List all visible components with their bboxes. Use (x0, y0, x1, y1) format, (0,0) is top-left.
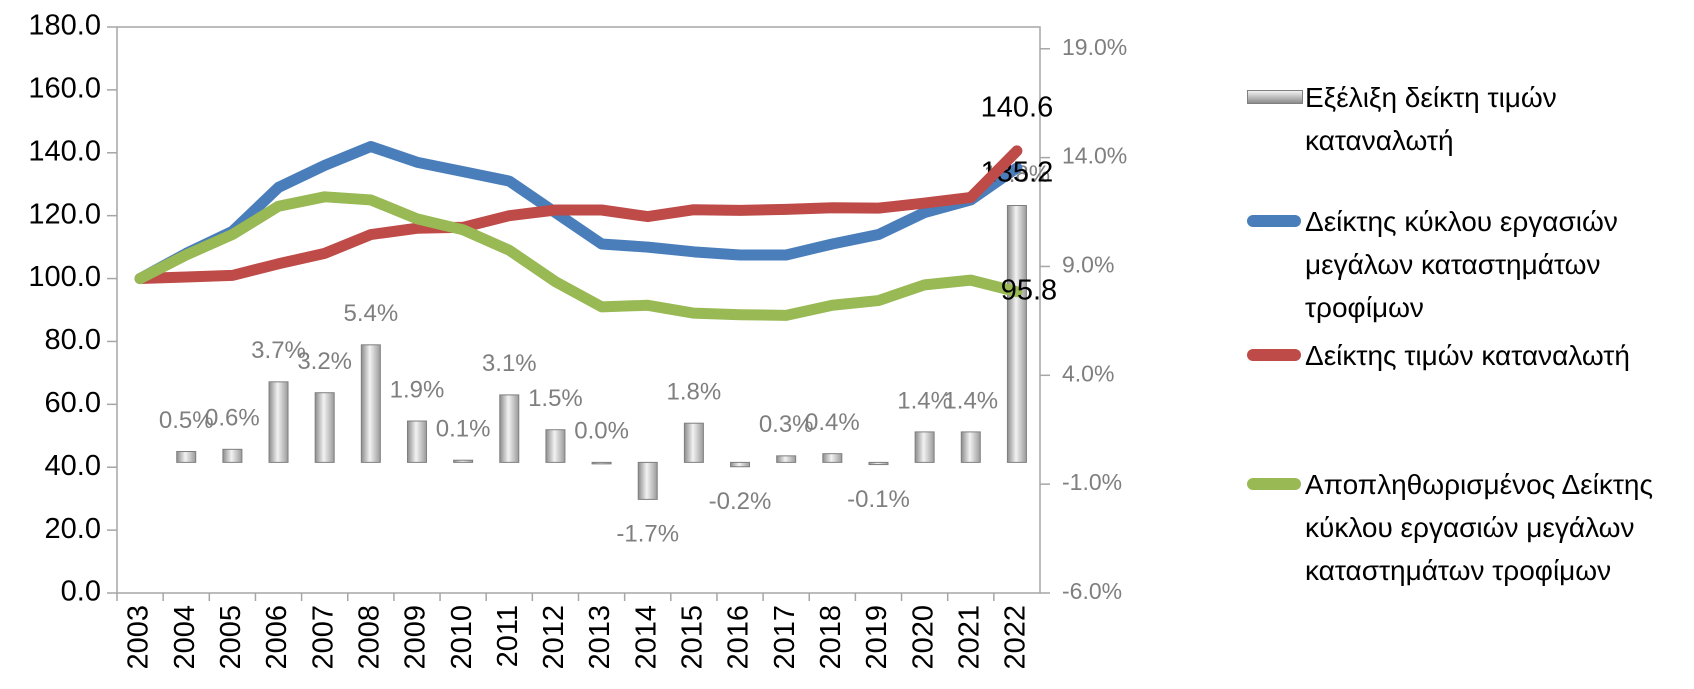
x-tick-label: 2017 (769, 605, 801, 670)
x-tick-label: 2021 (953, 605, 985, 670)
y-tick-label: 0.0 (61, 576, 101, 608)
bar (406, 420, 427, 463)
legend-swatch (1247, 478, 1301, 490)
bar (499, 394, 520, 463)
y-tick-label: 100.0 (28, 261, 101, 293)
legend-label: Εξέλιξη δείκτη τιμών καταναλωτή (1305, 82, 1557, 156)
line (134, 140, 1023, 285)
legend-label: Αποπληθωρισμένος Δείκτης κύκλου εργασιών… (1305, 469, 1653, 586)
legend-swatch (1247, 215, 1301, 227)
y-tick-label: 60.0 (45, 387, 101, 419)
x-tick-label: 2009 (400, 605, 432, 670)
bar-label: 1.4% (943, 387, 998, 414)
x-tick-label: 2003 (123, 605, 155, 670)
x-tick-label: 2015 (677, 605, 709, 670)
legend-label: Δείκτης κύκλου εργασιών μεγάλων καταστημ… (1305, 206, 1618, 323)
bar-label: 5.4% (343, 300, 398, 327)
legend-entry: Δείκτης τιμών καταναλωτή (1247, 334, 1685, 377)
y-tick-label: 140.0 (28, 135, 101, 167)
x-tick-label: 2005 (215, 605, 247, 670)
y-tick-label: 40.0 (45, 450, 101, 482)
bar-label: 0.3% (759, 411, 814, 438)
bar-label: 3.2% (297, 348, 352, 375)
bar-label: -1.7% (616, 521, 679, 548)
bar (960, 431, 981, 463)
bar (637, 461, 658, 500)
bar-label: 1.8% (667, 379, 722, 406)
x-tick-label: 2014 (630, 605, 662, 670)
y-tick-label: 80.0 (45, 324, 101, 356)
legend-swatch (1247, 349, 1301, 361)
x-tick-label: 2019 (861, 605, 893, 670)
bar (683, 422, 704, 463)
y-tick-label: 20.0 (45, 513, 101, 545)
bar (268, 381, 289, 463)
y-tick-label: 160.0 (28, 73, 101, 105)
bar-label: 0.0% (574, 418, 629, 445)
bar (776, 455, 797, 463)
legend-entry: Δείκτης κύκλου εργασιών μεγάλων καταστημ… (1247, 200, 1645, 329)
bar-label: 1.9% (390, 376, 445, 403)
x-tick-label: 2022 (1000, 605, 1032, 670)
line (134, 191, 1023, 321)
y2-tick-label: 14.0% (1062, 143, 1127, 169)
y-tick-label: 180.0 (28, 10, 101, 42)
x-tick-label: 2010 (446, 605, 478, 670)
y2-tick-label: -1.0% (1062, 469, 1122, 495)
x-tick-label: 2016 (723, 605, 755, 670)
bar (822, 453, 843, 463)
y2-tick-label: -6.0% (1062, 578, 1122, 604)
bar (591, 461, 612, 465)
y2-tick-label: 4.0% (1062, 360, 1114, 386)
x-tick-label: 2007 (307, 605, 339, 670)
bar-label: 3.1% (482, 350, 537, 377)
x-tick-label: 2018 (815, 605, 847, 670)
bar (176, 451, 197, 463)
bar (868, 461, 889, 466)
bar-label: -0.1% (847, 486, 910, 513)
y2-tick-label: 19.0% (1062, 34, 1127, 60)
bar (360, 344, 381, 463)
end-label: 140.6 (981, 92, 1054, 124)
bar-label: 1.4% (897, 387, 952, 414)
x-tick-label: 2013 (584, 605, 616, 670)
x-tick-label: 2008 (353, 605, 385, 670)
bar-label: 3.7% (251, 337, 306, 364)
bar (914, 431, 935, 463)
line (134, 145, 1023, 285)
bar-label: 0.4% (805, 409, 860, 436)
y-tick-label: 120.0 (28, 198, 101, 230)
bar-label: 1.5% (528, 385, 583, 412)
bar (453, 459, 474, 463)
bar (314, 392, 335, 463)
bar-label: 0.1% (436, 416, 491, 443)
bar (1006, 205, 1027, 463)
x-tick-label: 2011 (492, 605, 524, 667)
legend-entry: Αποπληθωρισμένος Δείκτης κύκλου εργασιών… (1247, 463, 1694, 592)
x-tick-label: 2012 (538, 605, 570, 670)
bar (222, 448, 243, 463)
x-tick-label: 2006 (261, 605, 293, 670)
end-label: 95.8 (1001, 274, 1057, 306)
bar-label: 0.5% (159, 407, 214, 434)
x-tick-label: 2020 (907, 605, 939, 670)
y2-tick-label: 9.0% (1062, 252, 1114, 278)
bar-label: -0.2% (709, 488, 772, 515)
bar-label: 0.6% (205, 405, 260, 432)
bar (545, 429, 566, 463)
legend-swatch (1247, 90, 1303, 104)
bar (730, 461, 751, 468)
x-tick-label: 2004 (169, 605, 201, 670)
legend-entry: Εξέλιξη δείκτη τιμών καταναλωτή (1247, 76, 1605, 162)
legend-label: Δείκτης τιμών καταναλωτή (1305, 340, 1630, 371)
